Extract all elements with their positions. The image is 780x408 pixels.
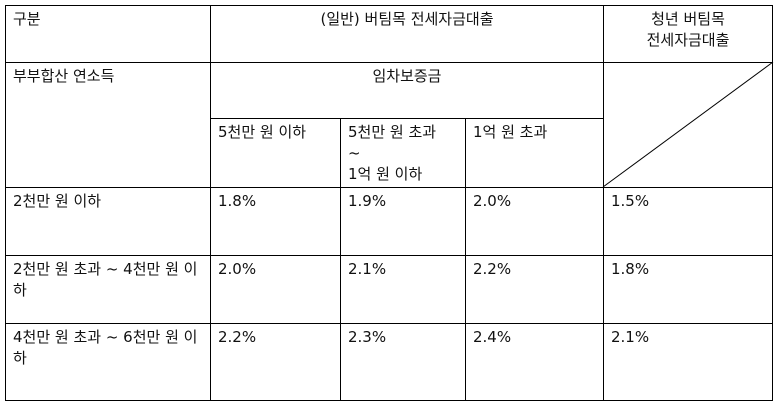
header-cell: 임차보증금 [372, 67, 442, 85]
rate-cell: 1.5% [611, 192, 650, 210]
header-cell: 청년 버팀목 전세자금대출 [646, 10, 730, 49]
rate-cell: 2.0% [218, 260, 257, 278]
header-cell: 부부합산 연소득 [13, 67, 115, 85]
rate-cell: 2.1% [348, 260, 387, 278]
subheader-cell: 5천만 원 초과 ~ 1억 원 이하 [348, 123, 437, 183]
rate-cell: 2.0% [473, 192, 512, 210]
rate-cell: 1.8% [218, 192, 257, 210]
row-label: 2천만 원 이하 [13, 192, 102, 210]
diagonal-line [602, 61, 774, 188]
row-label: 2천만 원 초과 ~ 4천만 원 이하 [13, 260, 198, 299]
header-cell: (일반) 버팀목 전세자금대출 [320, 10, 494, 28]
rate-cell: 2.4% [473, 328, 512, 346]
subheader-cell: 1억 원 초과 [473, 123, 548, 141]
header-cell: 구분 [13, 10, 41, 28]
rate-cell: 2.2% [473, 260, 512, 278]
rate-cell: 1.9% [348, 192, 387, 210]
rate-cell: 2.2% [218, 328, 257, 346]
rate-cell: 1.8% [611, 260, 650, 278]
subheader-cell: 5천만 원 이하 [218, 123, 307, 141]
rate-cell: 2.1% [611, 328, 650, 346]
row-label: 4천만 원 초과 ~ 6천만 원 이하 [13, 328, 198, 367]
rate-cell: 2.3% [348, 328, 387, 346]
